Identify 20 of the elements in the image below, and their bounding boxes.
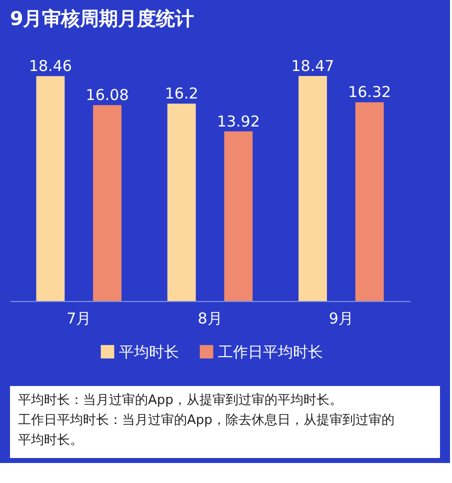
data-label: 13.92 [216, 112, 260, 130]
x-tick-label: 7月 [66, 310, 92, 328]
bar [36, 76, 65, 301]
bar [355, 102, 384, 301]
data-label: 18.47 [291, 57, 334, 75]
text: 平均时长：当月过审的App，从提审到过审的平均时长。 [18, 392, 342, 408]
legend-label: 工作日平均时长 [218, 342, 323, 361]
legend-label: 平均时长 [119, 342, 179, 361]
data-label: 18.46 [28, 57, 72, 76]
bar [167, 104, 196, 301]
bar [93, 105, 122, 301]
bar [224, 131, 253, 301]
x-tick-label: 8月 [198, 310, 222, 328]
data-label: 16.08 [86, 86, 129, 104]
text: 工作日平均时长：当月过审的App，除去休息日，从提审到过审的平均时长。 [18, 412, 394, 448]
data-label: 16.32 [348, 83, 392, 102]
x-tick-label: 9月 [328, 310, 354, 328]
data-label: 16.2 [164, 84, 198, 103]
bar [298, 76, 327, 301]
chart-title: 9月审核周期月度统计 [10, 8, 194, 30]
